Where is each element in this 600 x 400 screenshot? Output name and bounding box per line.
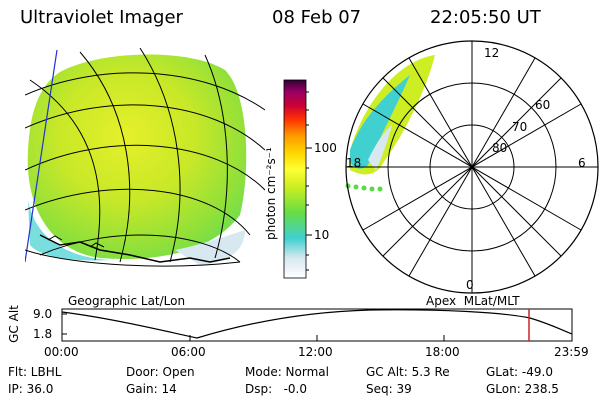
status-seq: Seq: 39 <box>366 382 412 396</box>
altitude-tick-1.8: 1.8 <box>33 327 53 341</box>
colorbar-tick-100: 100 <box>314 141 337 155</box>
polar-panel <box>345 40 599 294</box>
colorbar <box>283 79 312 279</box>
altitude-curve <box>61 309 573 339</box>
geographic-panel <box>25 48 265 267</box>
colorbar-tick-10: 10 <box>314 228 330 242</box>
altitude-x-ticks <box>61 335 573 341</box>
mlt-label-0: 0 <box>466 278 474 292</box>
polar-emission-edge <box>350 75 410 169</box>
status-mode: Mode: Normal <box>245 365 329 379</box>
grid-line <box>139 48 181 263</box>
terminator-line <box>25 49 58 263</box>
status-ip: IP: 36.0 <box>8 382 54 396</box>
status-gain: Gain: 14 <box>126 382 177 396</box>
mlat-label-70: 70 <box>512 120 528 134</box>
coastline <box>39 234 231 263</box>
polar-mlt-spokes <box>346 41 598 293</box>
time-tick-0000: 00:00 <box>44 345 79 359</box>
time-label: 22:05:50 UT <box>430 7 541 28</box>
altitude-y-ticks <box>62 313 67 335</box>
colorbar-unit-label: photon cm⁻²s⁻¹ <box>264 147 278 240</box>
date-label: 08 Feb 07 <box>272 7 362 28</box>
coastline <box>47 235 105 248</box>
mlt-label-18: 18 <box>346 156 362 170</box>
grid-line <box>204 54 228 259</box>
earth-disk-emission <box>27 54 247 259</box>
polar-emission-faint <box>368 125 392 170</box>
altitude-plot <box>61 308 573 342</box>
grid-line <box>25 72 265 111</box>
geographic-panel-label: Geographic Lat/Lon <box>68 294 186 308</box>
grid-line <box>25 188 251 236</box>
mlat-label-60: 60 <box>535 98 551 112</box>
mlt-label-6: 6 <box>578 156 586 170</box>
altitude-tick-9: 9.0 <box>33 307 53 321</box>
grid-line <box>79 51 131 263</box>
status-dsp: Dsp: -0.0 <box>245 382 308 396</box>
altitude-axis-label: GC Alt <box>7 305 21 343</box>
instrument-title: Ultraviolet Imager <box>20 7 183 28</box>
disk-dim-edge <box>28 200 110 261</box>
time-tick-1800: 18:00 <box>425 345 460 359</box>
status-glon: GLon: 238.5 <box>486 382 559 396</box>
polar-dots <box>345 183 383 192</box>
mlt-label-12: 12 <box>484 46 500 60</box>
grid-line <box>25 104 265 151</box>
time-tick-0600: 06:00 <box>171 345 206 359</box>
apex-panel-label: Apex MLat/MLT <box>426 294 520 308</box>
status-gc-alt: GC Alt: 5.3 Re <box>366 365 450 379</box>
time-tick-2359: 23:59 <box>554 345 589 359</box>
colorbar-ticks <box>306 91 312 271</box>
status-glat: GLat: -49.0 <box>486 365 553 379</box>
time-tick-1200: 12:00 <box>298 345 333 359</box>
limb-arc <box>25 249 241 267</box>
mlat-label-80: 80 <box>492 141 508 155</box>
grid-line <box>25 144 265 191</box>
grid-line <box>39 234 241 263</box>
status-door: Door: Open <box>126 365 195 379</box>
disk-faint-edge <box>175 230 245 265</box>
status-filter: Flt: LBHL <box>8 365 62 379</box>
